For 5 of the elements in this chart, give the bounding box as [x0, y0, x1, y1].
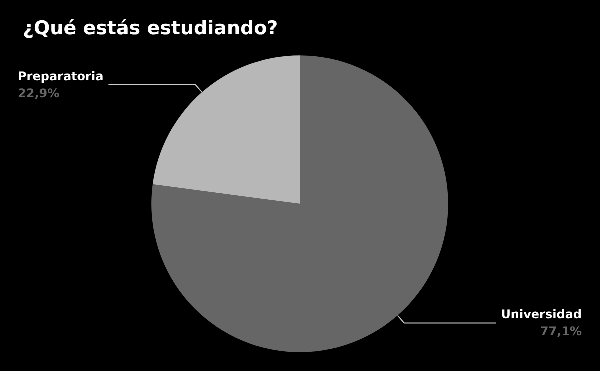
slice-label: Universidad	[501, 308, 582, 322]
slice-label: Preparatoria	[18, 69, 104, 84]
data-label: 77,1%	[540, 324, 582, 339]
chart-title: ¿Qué estás estudiando?	[23, 18, 278, 40]
data-label: 22,9%	[18, 86, 60, 100]
